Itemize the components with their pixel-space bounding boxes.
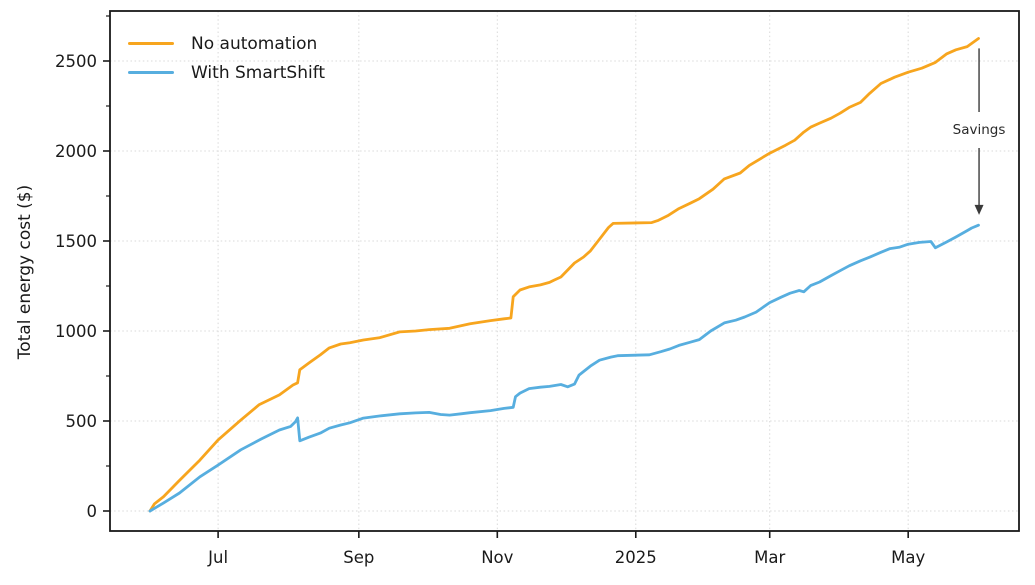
gridlines xyxy=(110,11,1019,531)
y-tick-label: 2500 xyxy=(55,52,97,71)
legend: No automation With SmartShift xyxy=(128,29,325,87)
y-tick-label: 500 xyxy=(66,412,98,431)
y-tick-label: 1000 xyxy=(55,322,97,341)
y-tick-label: 2000 xyxy=(55,142,97,161)
x-tick-label: Mar xyxy=(754,548,785,567)
y-tick-label: 1500 xyxy=(55,232,97,251)
axis-tick-labels: Jul Sep Nov 2025 Mar May 0 500 1000 1500 2000 2500 xyxy=(55,52,925,567)
legend-label-with-smartshift: With SmartShift xyxy=(191,62,326,83)
x-tick-label: 2025 xyxy=(615,548,657,567)
legend-swatch-no-automation xyxy=(128,41,174,46)
legend-entry-with-smartshift: With SmartShift xyxy=(128,58,325,87)
x-tick-label: Nov xyxy=(481,548,513,567)
plot-border xyxy=(109,10,1020,532)
axis-ticks xyxy=(103,15,909,538)
y-axis-label: Total energy cost ($) xyxy=(15,184,35,360)
legend-swatch-with-smartshift xyxy=(128,70,174,75)
line-with-smartshift xyxy=(148,223,980,513)
savings-arrow xyxy=(974,48,984,215)
line-no-automation xyxy=(148,37,980,513)
x-tick-label: Sep xyxy=(343,548,374,567)
x-tick-label: Jul xyxy=(207,548,228,567)
x-tick-label: May xyxy=(891,548,925,567)
savings-annotation-text: Savings xyxy=(950,121,1008,139)
legend-label-no-automation: No automation xyxy=(191,33,318,54)
legend-entry-no-automation: No automation xyxy=(128,29,325,58)
savings-arrowhead xyxy=(974,204,984,215)
y-tick-label: 0 xyxy=(87,502,98,521)
